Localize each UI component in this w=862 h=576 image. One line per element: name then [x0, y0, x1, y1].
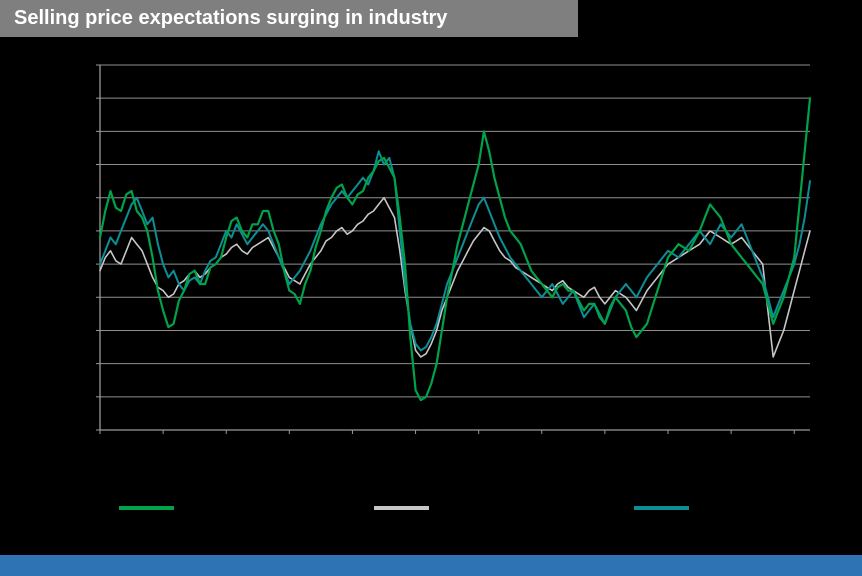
series-teal-line [99, 150, 811, 352]
series-green-line [98, 97, 812, 402]
chart-title: Selling price expectations surging in in… [14, 7, 448, 29]
footer-bar [0, 555, 862, 576]
title-bar: Selling price expectations surging in in… [0, 0, 578, 37]
